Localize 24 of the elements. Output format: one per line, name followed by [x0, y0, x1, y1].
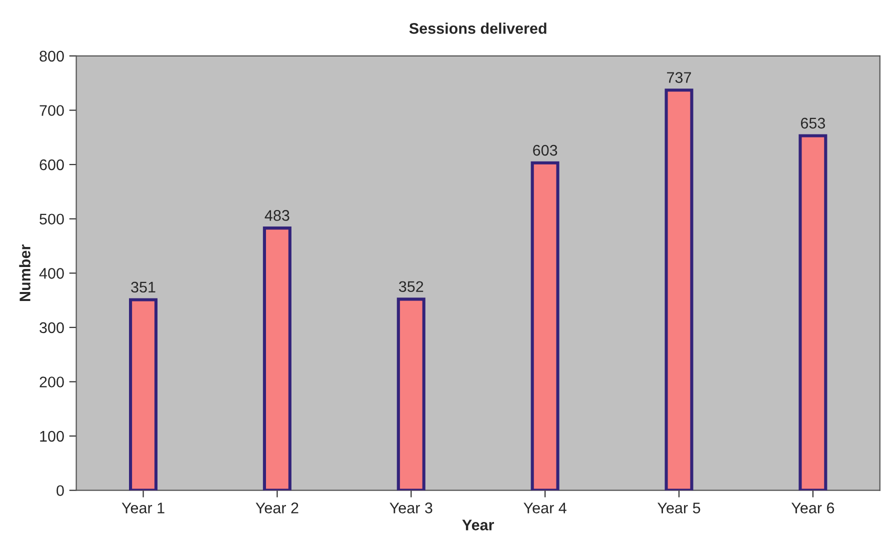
data-label: 603: [533, 144, 558, 156]
data-label: 737: [667, 72, 691, 83]
x-tick-label: Year 3: [390, 502, 432, 514]
y-tick-label: 200: [40, 376, 64, 388]
x-tick-label: Year 4: [524, 502, 566, 514]
x-axis-title: Year: [462, 520, 494, 530]
x-tick-label: Year 1: [122, 502, 164, 514]
x-tick-label: Year 6: [791, 502, 834, 514]
data-label: 351: [131, 282, 156, 293]
y-tick-label: 400: [39, 268, 64, 279]
y-axis-title: Number: [19, 244, 30, 301]
data-label: 653: [800, 118, 826, 129]
y-tick-label: 700: [40, 105, 64, 116]
x-tick-label: Year 5: [658, 502, 700, 514]
data-label: 483: [264, 210, 290, 221]
chart-title: Sessions delivered: [409, 22, 546, 34]
y-tick-label: 600: [40, 159, 64, 170]
x-tick-label: Year 2: [256, 502, 298, 514]
y-tick-label: 500: [40, 214, 64, 225]
y-tick-label: 0: [56, 485, 64, 496]
y-tick-label: 800: [40, 50, 64, 62]
data-label: 352: [398, 281, 424, 292]
y-tick-label: 100: [40, 430, 64, 442]
y-tick-label: 300: [40, 322, 64, 334]
